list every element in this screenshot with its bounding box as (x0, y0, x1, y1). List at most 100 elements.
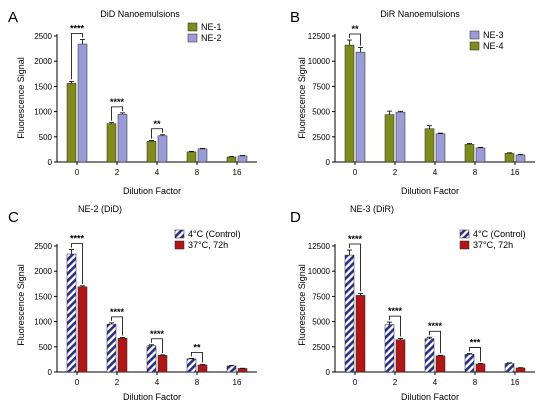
significance-label: **** (110, 97, 125, 107)
legend-label: 37°C, 72h (473, 240, 513, 250)
bar (504, 153, 515, 163)
bracket-line (111, 106, 123, 121)
y-axis-title: Fluorescence Signal (16, 264, 26, 346)
bracket-line (151, 338, 163, 353)
y-tick-label: 10000 (308, 267, 331, 276)
bar (355, 295, 366, 373)
legend-label: 37°C, 72h (188, 240, 228, 250)
bar (384, 114, 395, 163)
significance-bracket: **** (110, 97, 125, 121)
significance-label: **** (70, 24, 85, 34)
significance-bracket: ** (151, 119, 163, 139)
bar (226, 365, 237, 373)
bar (66, 253, 77, 373)
panel-title: NE-2 (DiD) (78, 204, 122, 214)
x-axis-title: Dilution Factor (123, 186, 181, 196)
bar (117, 337, 128, 373)
axes (54, 34, 257, 165)
axes (54, 244, 257, 375)
significance-bracket: **** (348, 234, 362, 292)
significance-bracket: **** (428, 321, 443, 354)
series-2 (77, 39, 248, 163)
bar (344, 254, 355, 373)
y-tick-label: 1500 (34, 292, 52, 301)
y-tick-label: 2500 (312, 343, 330, 352)
panel-letter: C (8, 209, 19, 226)
x-tick-label: 0 (75, 378, 80, 387)
x-tick-label: 8 (473, 378, 478, 387)
y-tick-label: 10000 (308, 57, 331, 66)
bar (384, 324, 395, 373)
x-tick-label: 8 (195, 378, 200, 387)
bracket-line (349, 33, 361, 46)
bar (344, 44, 355, 163)
significance-label: ** (193, 342, 201, 352)
bar (395, 339, 406, 373)
y-tick-label: 7500 (312, 292, 330, 301)
x-tick-label: 0 (353, 378, 358, 387)
legend-swatch (187, 22, 198, 32)
y-tick-label: 2000 (34, 267, 52, 276)
series-2 (77, 285, 248, 373)
y-tick-label: 5000 (312, 318, 330, 327)
bar (157, 355, 168, 373)
legend-label: NE-3 (483, 30, 504, 40)
legend-swatch (469, 41, 480, 51)
legend-label: NE-2 (201, 33, 222, 43)
axes (332, 34, 535, 165)
significance-label: **** (428, 321, 443, 331)
series-1 (344, 249, 515, 373)
legend-swatch (459, 240, 470, 250)
significance-label: **** (388, 306, 403, 316)
y-tick-label: 0 (48, 368, 53, 377)
bar (226, 156, 237, 163)
y-tick-label: 2000 (34, 57, 52, 66)
y-tick-label: 2500 (312, 133, 330, 142)
x-tick-label: 4 (155, 378, 160, 387)
x-tick-label: 4 (155, 168, 160, 177)
x-tick-label: 16 (233, 378, 242, 387)
bracket-line (469, 347, 481, 362)
panel-title: DiD Nanoemulsions (100, 9, 180, 19)
series-1 (66, 80, 237, 163)
panel-letter: B (290, 9, 300, 26)
x-tick-label: 4 (433, 378, 438, 387)
significance-label: **** (150, 329, 165, 339)
panel-letter: D (290, 209, 301, 226)
legend: 4°C (Control)37°C, 72h (459, 229, 526, 250)
y-tick-label: 0 (326, 368, 331, 377)
bracket-line (389, 315, 401, 337)
bar (66, 83, 77, 163)
legend-swatch (174, 229, 185, 239)
y-tick-label: 5000 (312, 108, 330, 117)
bracket-line (191, 351, 203, 363)
panel-title: NE-3 (DiR) (350, 204, 394, 214)
bracket-line (349, 243, 361, 292)
y-tick-label: 12500 (308, 242, 331, 251)
bar (186, 358, 197, 373)
legend-label: NE-1 (201, 22, 222, 32)
y-tick-label: 2500 (34, 32, 52, 41)
y-tick-label: 500 (39, 343, 53, 352)
legend-label: NE-4 (483, 41, 504, 51)
bar (515, 154, 526, 163)
series-2 (355, 47, 526, 163)
x-tick-label: 8 (195, 168, 200, 177)
bar (186, 151, 197, 163)
bar (395, 111, 406, 163)
legend-label: 4°C (Control) (473, 229, 526, 239)
x-tick-label: 16 (233, 168, 242, 177)
significance-label: **** (70, 234, 85, 244)
legend: NE-1NE-2 (187, 22, 222, 43)
bar (424, 338, 435, 373)
x-tick-label: 8 (473, 168, 478, 177)
y-tick-label: 2500 (34, 242, 52, 251)
y-tick-label: 500 (39, 133, 53, 142)
y-tick-label: 0 (48, 158, 53, 167)
bar (157, 135, 168, 163)
legend: NE-3NE-4 (469, 30, 504, 51)
x-tick-label: 0 (75, 168, 80, 177)
bar (435, 133, 446, 163)
significance-bracket: ** (191, 342, 203, 363)
